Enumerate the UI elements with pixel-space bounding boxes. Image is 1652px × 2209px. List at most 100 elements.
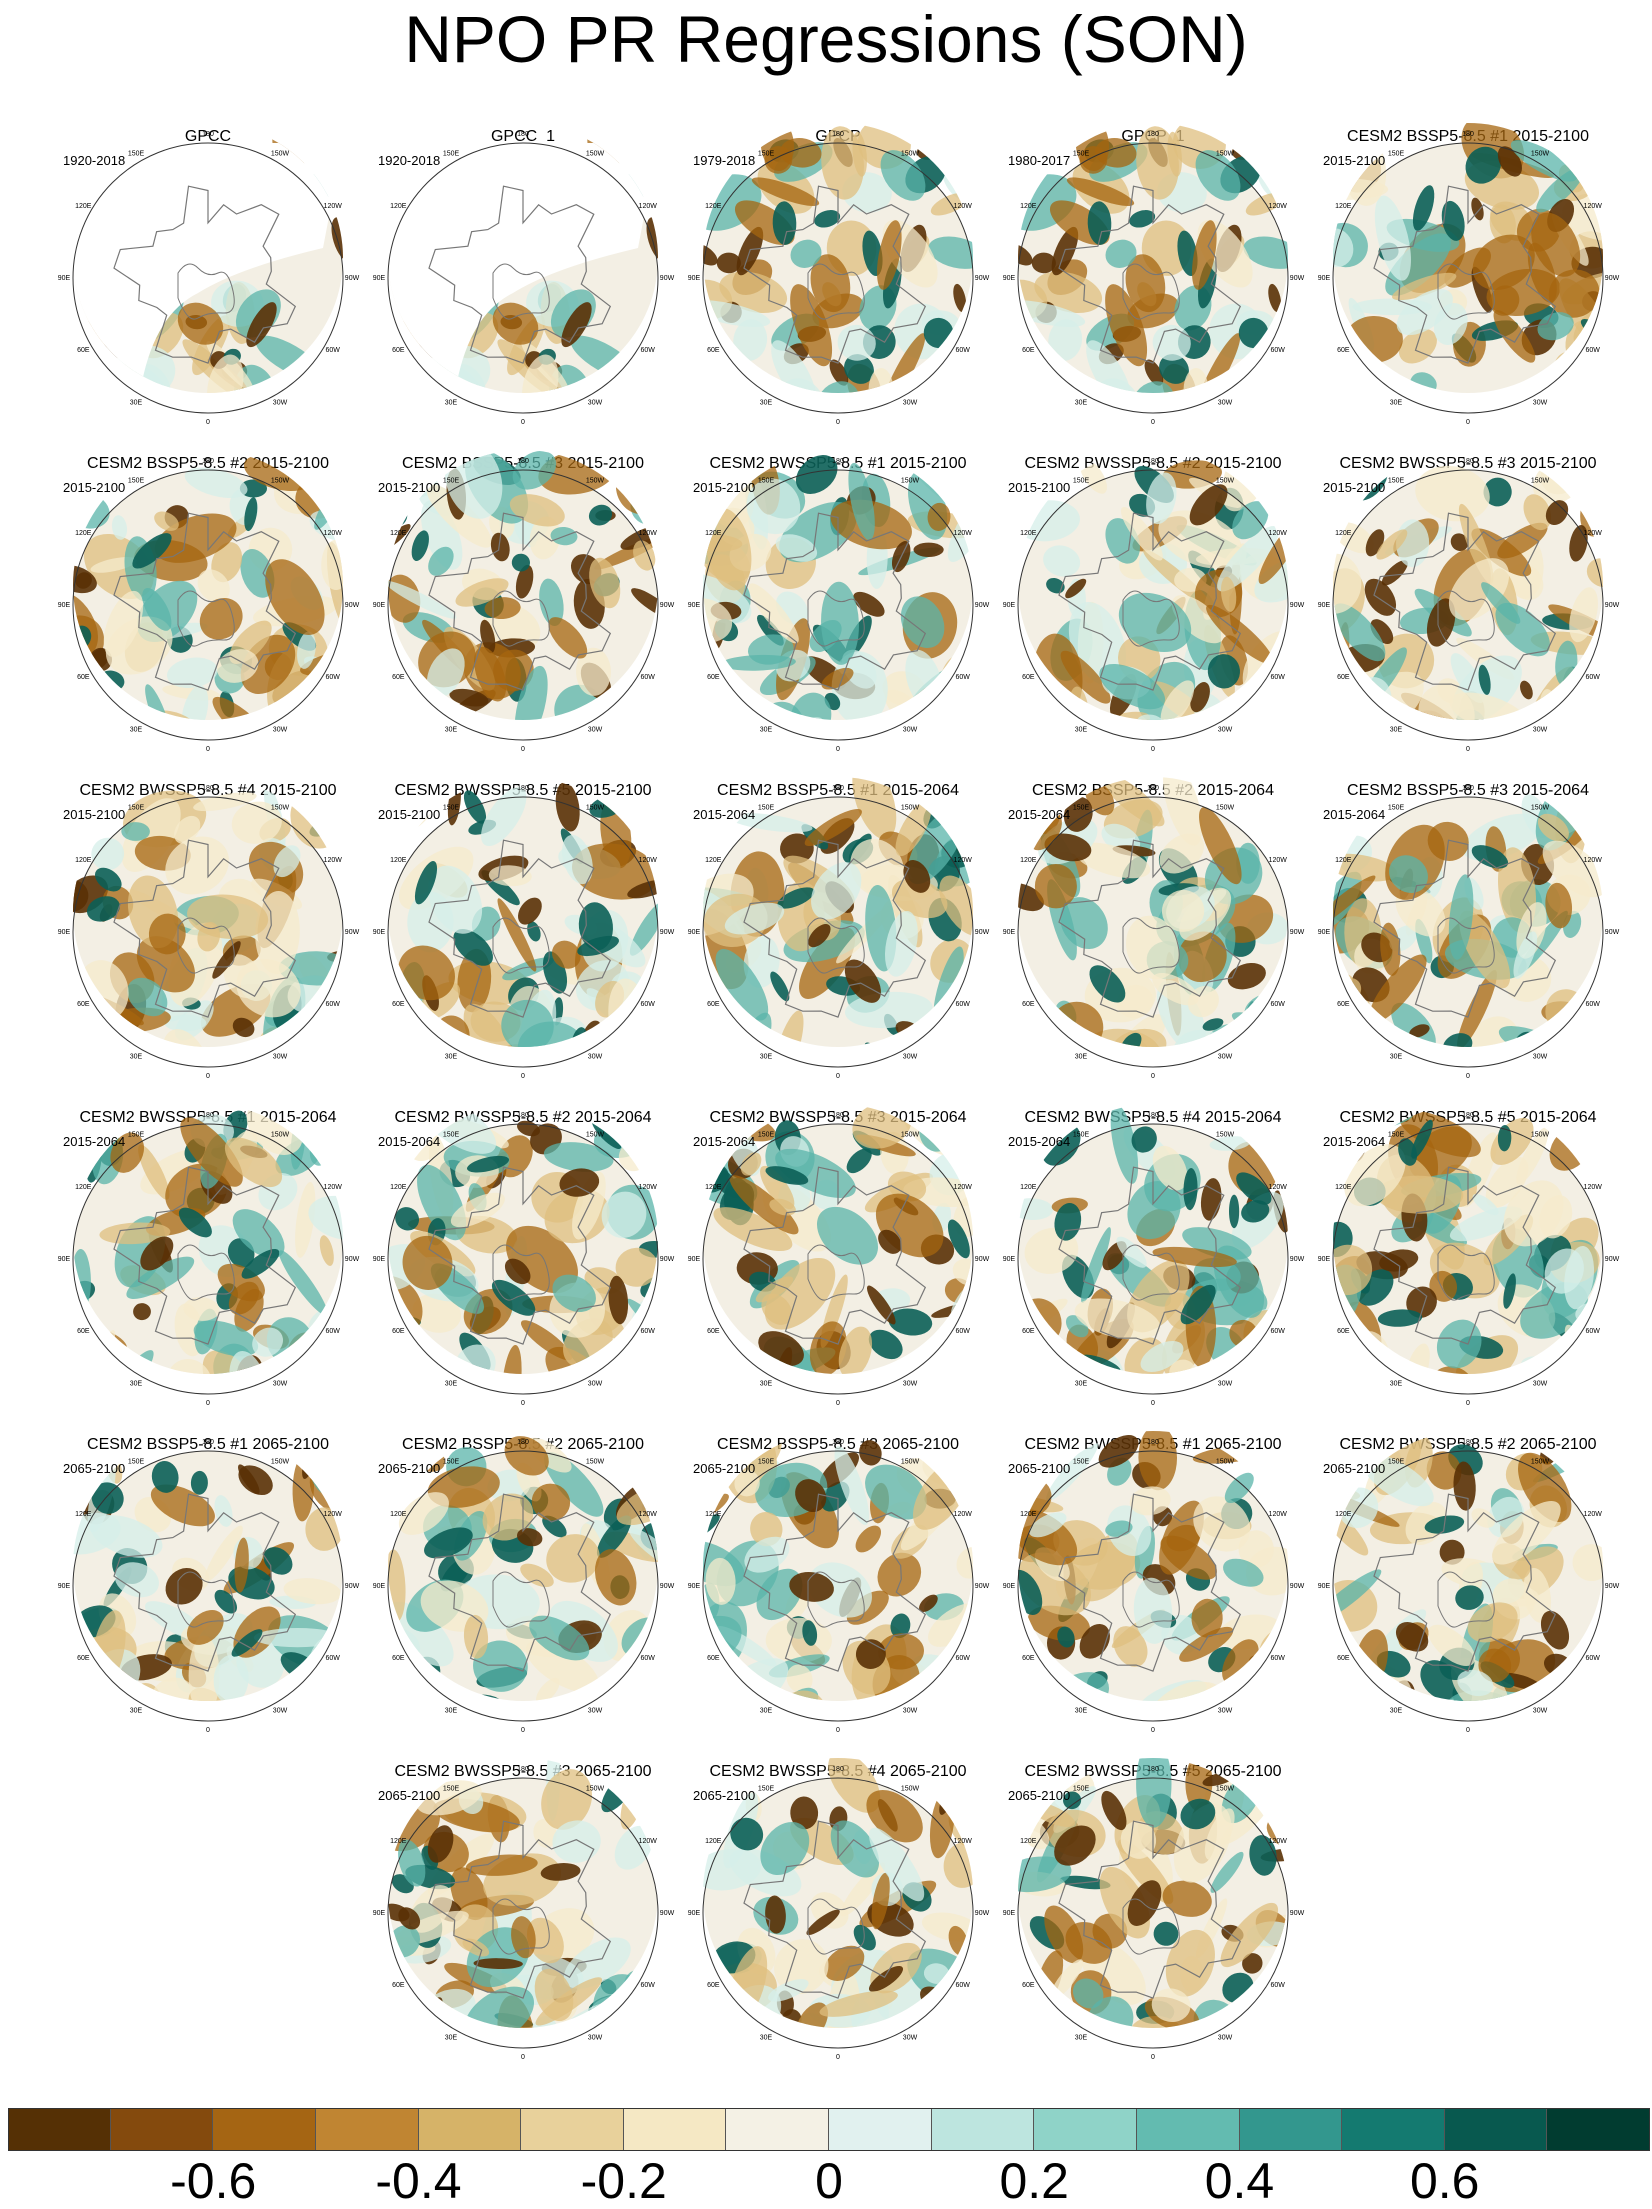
map-boundary xyxy=(702,1777,974,2049)
precip-anomaly-blob xyxy=(328,1431,343,1489)
precip-anomaly-blob xyxy=(464,1695,500,1701)
precip-anomaly-blob xyxy=(493,1044,537,1047)
longitude-label: 0 xyxy=(836,1073,840,1080)
precip-anomaly-blob xyxy=(601,1191,647,1238)
map-boundary xyxy=(1017,796,1289,1068)
precip-anomaly-blob xyxy=(848,462,875,541)
longitude-label: 60W xyxy=(1585,674,1600,681)
longitude-label: 120E xyxy=(75,1511,92,1518)
precip-anomaly-blob xyxy=(1162,1880,1212,1917)
precip-anomaly-blob xyxy=(1374,195,1411,281)
colorbar-segment xyxy=(829,2108,932,2151)
polar-map: 180 150E 120E 90E 60E 30E 0 30W 60W 90W 120W 150W xyxy=(58,454,360,753)
longitude-label: 150W xyxy=(901,804,920,811)
longitude-label: 30E xyxy=(760,1381,773,1388)
longitude-label: 30E xyxy=(445,2035,458,2042)
longitude-label: 30E xyxy=(1075,1381,1088,1388)
precip-anomaly-blob xyxy=(1110,1104,1139,1184)
colorbar-segment xyxy=(1239,2108,1343,2151)
precip-anomaly-blob xyxy=(1442,1033,1473,1047)
precip-anomaly-blob xyxy=(101,1350,154,1374)
longitude-label: 90E xyxy=(58,1256,71,1263)
longitude-label: 60W xyxy=(1270,1655,1285,1662)
precip-anomaly-blob xyxy=(552,1274,596,1313)
longitude-label: 120E xyxy=(1020,1838,1037,1845)
precip-anomaly-blob xyxy=(767,1979,809,2002)
panel-period: 2015-2100 xyxy=(1323,480,1386,495)
longitude-label: 150E xyxy=(1073,150,1090,157)
longitude-label: 60W xyxy=(325,674,340,681)
longitude-label: 120W xyxy=(1584,203,1603,210)
coastline xyxy=(1058,1820,1242,1999)
precip-anomaly-blob xyxy=(1232,501,1269,540)
longitude-label: 120E xyxy=(390,530,407,537)
precip-anomaly-blob xyxy=(165,836,229,895)
coastline xyxy=(428,839,612,1018)
longitude-label: 30E xyxy=(760,1708,773,1715)
precip-anomaly-blob xyxy=(1163,777,1203,846)
longitude-label: 30W xyxy=(903,2035,918,2042)
precip-anomaly-blob xyxy=(529,516,561,560)
panel-title: CESM2 BWSSP5-8.5 #3 2065-2100 xyxy=(394,1763,652,1780)
panel-period: 2015-2100 xyxy=(378,480,441,495)
coastline xyxy=(1437,590,1495,647)
coastline xyxy=(807,1244,865,1301)
longitude-label: 30W xyxy=(1218,727,1233,734)
precip-anomaly-blob xyxy=(1490,1117,1534,1165)
polar-map: 180 150E 120E 90E 60E 30E 0 30W 60W 90W 120W 150W xyxy=(1003,777,1305,1080)
longitude-label: 150E xyxy=(758,477,775,484)
precip-anomaly-blob xyxy=(1412,185,1435,231)
longitude-label: 120W xyxy=(1584,1184,1603,1191)
precip-anomaly-blob xyxy=(1191,220,1217,290)
precip-anomaly-blob xyxy=(108,706,157,720)
precip-anomaly-blob xyxy=(265,559,325,635)
precip-anomaly-blob xyxy=(846,1148,872,1174)
longitude-label: 90E xyxy=(1003,1256,1016,1263)
precip-anomaly-blob xyxy=(1536,1043,1603,1047)
longitude-label: 90W xyxy=(660,275,675,282)
precip-anomaly-blob xyxy=(1467,1602,1518,1643)
precip-anomaly-blob xyxy=(388,1601,454,1667)
coastline xyxy=(807,263,865,320)
map-panel: CESM2 BSSP5-8.5 #3 2015-2064 180 150E 120E 9… xyxy=(1318,781,1620,1082)
precip-anomaly-blob xyxy=(539,578,564,627)
precip-anomaly-blob xyxy=(186,1609,224,1645)
precip-anomaly-blob xyxy=(412,1293,462,1333)
longitude-label: 60E xyxy=(707,347,720,354)
precip-anomaly-blob xyxy=(1545,882,1573,929)
precip-anomaly-blob xyxy=(1333,1501,1369,1556)
longitude-label: 150E xyxy=(1388,1458,1405,1465)
precip-anomaly-blob xyxy=(866,1790,923,1843)
precip-anomaly-blob xyxy=(859,1440,882,1466)
precip-anomaly-blob xyxy=(1209,1136,1251,1151)
map-boundary xyxy=(1017,469,1289,741)
precip-anomaly-blob xyxy=(150,1484,215,1527)
map-panel: CESM2 BSSP5-8.5 #2 2015-2100 180 150E 120E 9… xyxy=(58,454,360,755)
precip-anomaly-blob xyxy=(1376,1043,1424,1047)
precip-field xyxy=(388,123,658,393)
longitude-label: 90W xyxy=(1290,1583,1305,1590)
coastline xyxy=(1122,263,1180,320)
precip-anomaly-blob xyxy=(1268,283,1282,313)
precip-anomaly-blob xyxy=(1406,1286,1437,1318)
coastline xyxy=(807,1898,865,1955)
precip-anomaly-blob xyxy=(631,588,658,619)
precip-anomaly-blob xyxy=(607,1365,658,1374)
coastline xyxy=(428,512,612,691)
longitude-label: 90W xyxy=(1290,1256,1305,1263)
colorbar-segment xyxy=(8,2108,111,2151)
precip-anomaly-blob xyxy=(1152,324,1191,361)
precip-anomaly-blob xyxy=(1333,1029,1404,1047)
longitude-label: 120W xyxy=(1269,530,1288,537)
longitude-label: 180 xyxy=(517,1766,529,1773)
coastline xyxy=(807,590,865,647)
longitude-label: 30E xyxy=(1075,2035,1088,2042)
precip-anomaly-blob xyxy=(1231,1012,1288,1047)
precip-anomaly-blob xyxy=(522,354,559,393)
longitude-label: 90E xyxy=(373,1583,386,1590)
precip-anomaly-blob xyxy=(1207,654,1241,689)
longitude-label: 30E xyxy=(1390,727,1403,734)
precip-anomaly-blob xyxy=(1118,592,1192,652)
map-panel: CESM2 BWSSP5-8.5 #1 2065-2100180150E120E… xyxy=(1003,1431,1305,1736)
precip-anomaly-blob xyxy=(1333,1682,1393,1701)
